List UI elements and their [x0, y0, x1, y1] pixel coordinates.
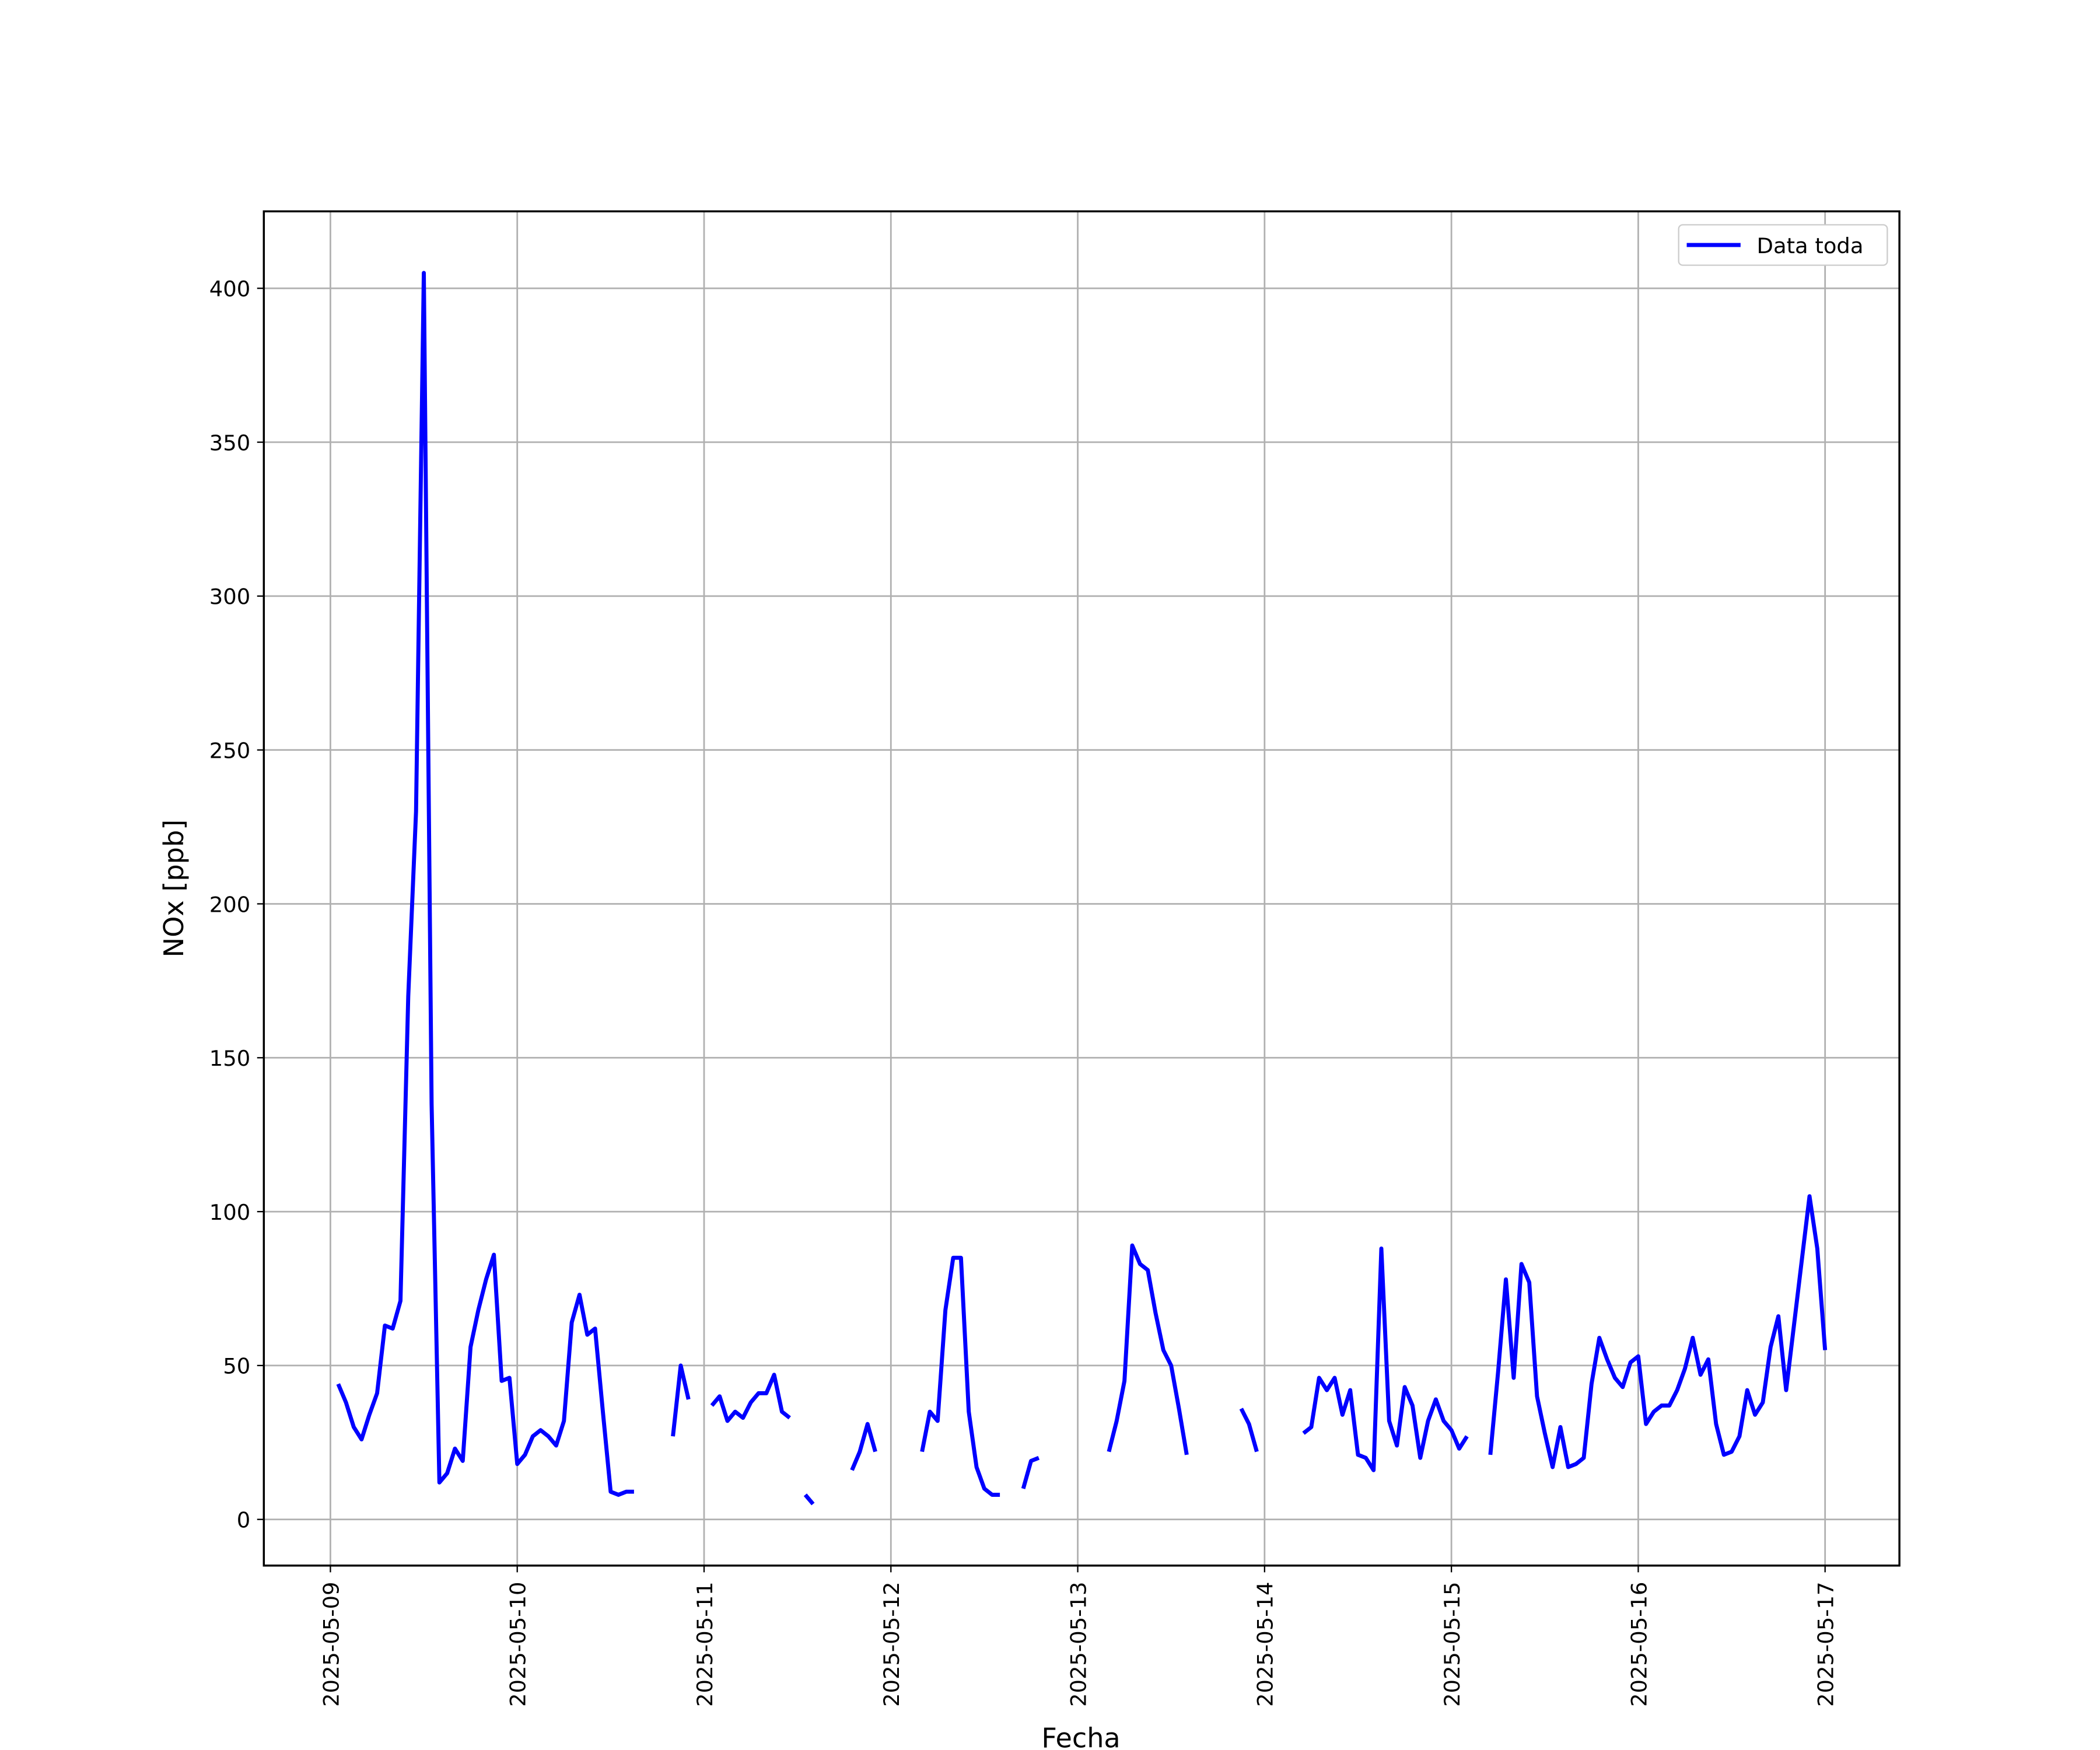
data-line: [1488, 1194, 1828, 1469]
data-line: [1107, 1243, 1189, 1455]
x-tick-label: 2025-05-09: [318, 1582, 344, 1707]
y-axis-label: NOx [ppb]: [158, 820, 190, 958]
y-tick-label: 150: [209, 1046, 250, 1071]
data-line: [671, 1363, 691, 1437]
legend: Data toda: [1678, 224, 1888, 266]
legend-label: Data toda: [1757, 233, 1864, 258]
y-tick-label: 350: [209, 430, 250, 456]
data-line: [710, 1373, 791, 1423]
plot-frame: [262, 210, 1901, 1567]
data-line: [336, 271, 634, 1497]
data-line: [920, 1255, 1000, 1497]
x-tick-label: 2025-05-11: [692, 1582, 718, 1707]
legend-box: [1678, 224, 1888, 266]
y-tick-label: 100: [209, 1200, 250, 1225]
x-tick-label: 2025-05-12: [879, 1582, 904, 1707]
y-tick-label: 400: [209, 276, 250, 302]
data-line: [1239, 1408, 1259, 1452]
data-line: [803, 1493, 815, 1506]
data-line: [850, 1422, 877, 1471]
y-tick-label: 200: [209, 892, 250, 917]
data-line: [1302, 1246, 1469, 1472]
x-axis-label: Fecha: [1041, 1722, 1120, 1750]
x-tick-label: 2025-05-16: [1626, 1582, 1651, 1707]
x-tick-label: 2025-05-15: [1440, 1582, 1465, 1707]
x-tick-label: 2025-05-13: [1066, 1582, 1091, 1707]
x-tick-label: 2025-05-10: [506, 1582, 531, 1707]
y-tick-label: 250: [209, 738, 250, 763]
y-tick-label: 50: [223, 1354, 250, 1379]
y-tick-label: 0: [237, 1508, 250, 1533]
x-tick-label: 2025-05-14: [1253, 1582, 1278, 1707]
x-tick-label: 2025-05-17: [1814, 1582, 1839, 1707]
data-line: [1021, 1455, 1040, 1489]
y-tick-label: 300: [209, 584, 250, 610]
